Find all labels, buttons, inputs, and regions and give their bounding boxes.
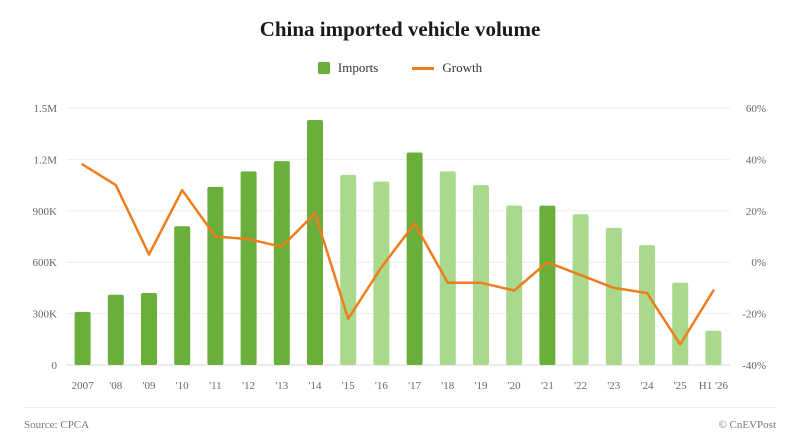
- x-tick-label: '24: [641, 380, 654, 392]
- bar: [340, 174, 357, 365]
- bar: [506, 205, 523, 365]
- x-tick-label: '16: [375, 380, 388, 392]
- y-left-tick-label: 1.2M: [33, 154, 57, 166]
- bar: [406, 152, 423, 365]
- y-left-tick-label: 0: [52, 360, 58, 372]
- x-tick-label: '23: [607, 380, 620, 392]
- bar: [639, 245, 655, 365]
- x-tick-label: 2007: [72, 380, 95, 392]
- legend-swatch-imports: [317, 62, 330, 74]
- x-tick-label: '21: [541, 380, 554, 392]
- y-left-tick-label: 900K: [33, 206, 58, 218]
- y-left-tick-label: 600K: [33, 257, 58, 269]
- x-tick-label: '19: [475, 380, 488, 392]
- legend-item-growth[interactable]: Growth: [412, 60, 482, 76]
- y-right-tick-label: -20%: [742, 309, 766, 321]
- bar: [74, 311, 91, 365]
- x-tick-label: '22: [574, 380, 587, 392]
- legend-swatch-growth: [412, 66, 435, 70]
- copyright-note: © CnEVPost: [718, 419, 776, 431]
- x-tick-label: '11: [209, 380, 222, 392]
- growth-line: [81, 163, 715, 346]
- y-right-tick-label: 60%: [746, 103, 766, 115]
- y-right-tick-label: 20%: [746, 206, 766, 218]
- bar: [107, 294, 124, 365]
- legend-item-imports[interactable]: Imports: [317, 60, 379, 76]
- y-left-tick-label: 300K: [33, 309, 58, 321]
- bar: [240, 171, 257, 365]
- bar: [141, 293, 157, 365]
- x-tick-label: '10: [176, 380, 189, 392]
- bar: [207, 186, 224, 365]
- bar: [605, 227, 622, 365]
- legend-label-growth: Growth: [442, 60, 483, 75]
- bar: [672, 282, 689, 365]
- y-right-tick-label: -40%: [742, 360, 766, 372]
- bar: [572, 214, 589, 365]
- legend-label-imports: Imports: [337, 60, 379, 75]
- x-tick-label: '17: [408, 380, 421, 392]
- x-tick-label: '18: [441, 380, 454, 392]
- chart-legend: Imports Growth: [0, 60, 800, 76]
- y-right-tick-label: 40%: [746, 154, 766, 166]
- bar: [473, 185, 489, 365]
- bar: [373, 181, 390, 365]
- chart-title: China imported vehicle volume: [259, 17, 541, 41]
- x-tick-label: '20: [508, 380, 521, 392]
- bar: [273, 161, 290, 365]
- bar: [539, 205, 556, 365]
- bar: [705, 330, 722, 365]
- x-tick-label: '15: [342, 380, 355, 392]
- x-tick-label: '13: [275, 380, 288, 392]
- bar: [307, 119, 323, 365]
- bar: [439, 171, 456, 365]
- x-tick-label: '09: [143, 380, 156, 392]
- y-left-tick-label: 1.5M: [33, 103, 57, 115]
- x-tick-label: H1 '26: [699, 380, 729, 392]
- y-right-tick-label: 0%: [751, 257, 766, 269]
- footer-divider: [24, 407, 776, 408]
- x-tick-label: '14: [309, 380, 322, 392]
- bar: [174, 226, 191, 365]
- x-tick-label: '08: [109, 380, 122, 392]
- source-note: Source: CPCA: [24, 419, 90, 431]
- x-tick-label: '12: [242, 380, 255, 392]
- x-tick-label: '25: [674, 380, 687, 392]
